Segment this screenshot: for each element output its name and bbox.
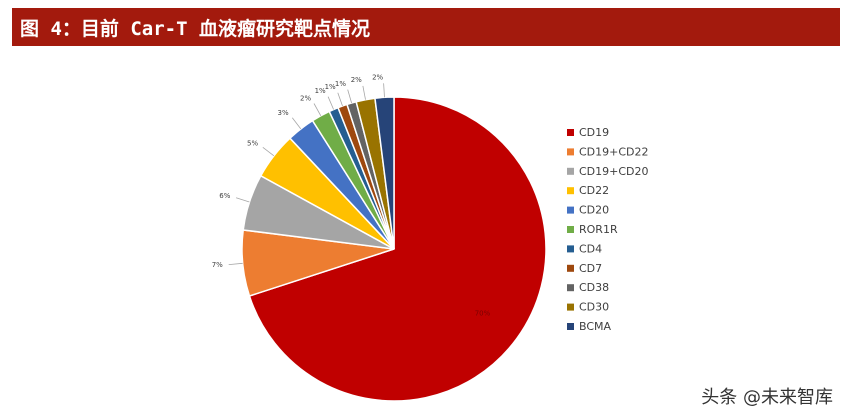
legend-swatch-cd4 bbox=[567, 245, 574, 253]
legend-label-cd19: CD19 bbox=[579, 126, 609, 139]
legend-label-cd22: CD22 bbox=[579, 184, 609, 197]
figure-label: 图 4： bbox=[20, 17, 81, 40]
pie-leader-lines bbox=[228, 83, 385, 265]
data-label-cd19: 70% bbox=[475, 309, 491, 317]
data-label-ror1r: 2% bbox=[300, 94, 311, 102]
legend-label-cd19-cd20: CD19+CD20 bbox=[579, 165, 649, 178]
data-label-cd30: 2% bbox=[351, 76, 362, 84]
leader-line bbox=[383, 83, 385, 98]
legend-swatch-ror1r bbox=[567, 226, 574, 233]
pie-slices bbox=[241, 96, 547, 402]
leader-line bbox=[327, 96, 334, 110]
leader-line bbox=[313, 103, 322, 116]
data-label-cd38: 1% bbox=[335, 80, 346, 88]
data-label-cd19-cd22: 7% bbox=[212, 261, 223, 269]
pie-data-labels: 70%7%6%5%3%2%1%1% 1% 2% 2% bbox=[212, 73, 491, 317]
leader-line bbox=[337, 92, 343, 107]
data-label-cd20: 3% bbox=[277, 109, 288, 117]
watermark: 头条 @未来智库 bbox=[701, 387, 833, 408]
legend-label-cd7: CD7 bbox=[579, 262, 602, 275]
data-label-cd19-cd20: 6% bbox=[219, 192, 230, 200]
leader-line bbox=[228, 262, 243, 265]
legend-swatch-cd19 bbox=[567, 129, 574, 136]
leader-line bbox=[262, 146, 275, 157]
figure-title: 目前 Car-T 血液瘤研究靶点情况 bbox=[80, 17, 370, 40]
data-label-cd7: 1% bbox=[325, 83, 336, 91]
legend-swatch-cd7 bbox=[567, 264, 574, 272]
leader-line bbox=[347, 89, 352, 104]
data-label-cd4: 1% bbox=[315, 87, 326, 95]
legend-swatch-cd19-cd22 bbox=[567, 148, 574, 156]
leader-line bbox=[235, 197, 250, 203]
legend-swatch-cd19-cd20 bbox=[567, 167, 574, 175]
legend-swatch-cd22 bbox=[567, 187, 574, 195]
legend-label-cd4: CD4 bbox=[579, 242, 602, 255]
legend-swatch-cd30 bbox=[567, 303, 574, 311]
legend-label-cd30: CD30 bbox=[579, 301, 609, 314]
leader-line bbox=[291, 117, 302, 130]
pie-slice-cd19 bbox=[248, 96, 547, 402]
data-label-cd22: 5% bbox=[247, 140, 258, 148]
legend-label-ror1r: ROR1R bbox=[579, 223, 618, 236]
legend-label-bcma: BCMA bbox=[579, 320, 612, 333]
legend-swatch-cd38 bbox=[567, 284, 574, 292]
data-label-bcma: 2% bbox=[372, 73, 383, 81]
legend-label-cd38: CD38 bbox=[579, 281, 609, 294]
leader-line bbox=[362, 85, 366, 100]
chart-legend: CD19 CD19+CD22 CD19+CD20 CD22 CD20 ROR1R CD4 CD… bbox=[567, 126, 649, 333]
legend-swatch-cd20 bbox=[567, 206, 574, 214]
figure-title-bar: 图 4： 目前 Car-T 血液瘤研究靶点情况 bbox=[12, 8, 840, 46]
legend-label-cd19-cd22: CD19+CD22 bbox=[579, 145, 649, 158]
legend-swatch-bcma bbox=[567, 323, 574, 330]
legend-label-cd20: CD20 bbox=[579, 204, 609, 217]
